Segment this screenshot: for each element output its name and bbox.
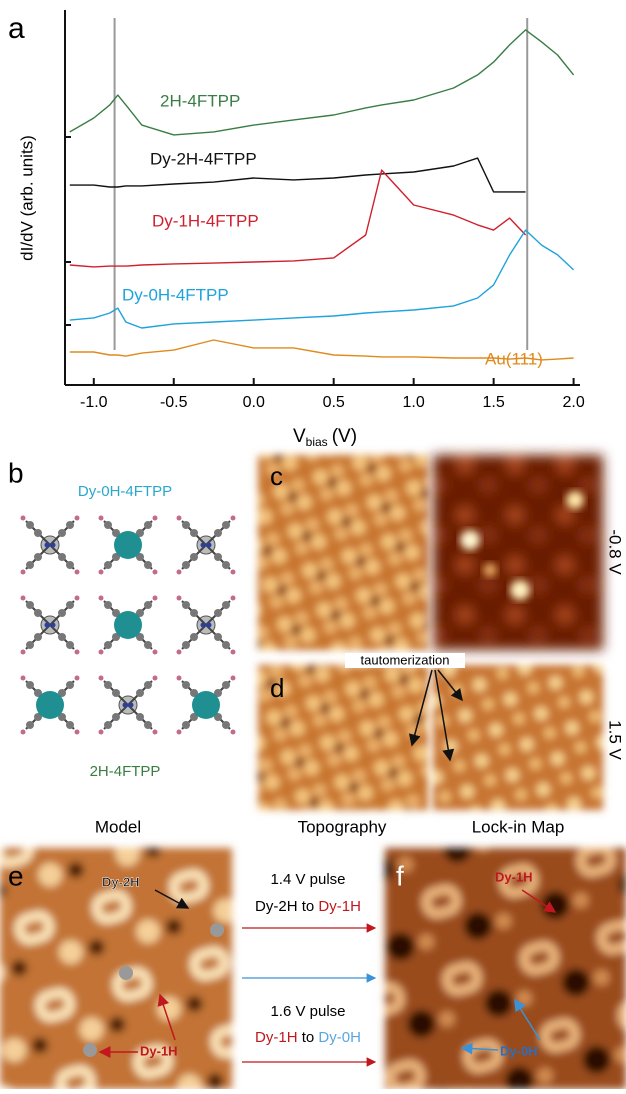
panel-letter: d [270, 673, 284, 703]
x-tick-label: 0.0 [243, 394, 265, 411]
site-label: Dy-1H [495, 869, 533, 884]
plot-area: -1.0 -0.5 0.0 0.5 1.0 1.5 2.0 2H-4FTPP Dy-2H-4FT… [65, 10, 585, 411]
series-label: Dy-2H-4FTPP [150, 149, 257, 168]
panel-letter: a [8, 12, 25, 45]
species: Dy-1H [318, 898, 361, 915]
spectrum-line [70, 230, 574, 328]
bias-label: 1.5 V [606, 720, 625, 760]
figure: a -1.0 -0.5 0.0 0.5 1.0 1.5 2.0 2H-4FTPP Dy-2H-4… [0, 0, 626, 1089]
species: Dy-1H [255, 1029, 298, 1046]
model-label: 2H-4FTPP [90, 763, 161, 780]
molecule-model [21, 516, 236, 735]
panel-letter: b [8, 457, 24, 488]
y-axis-label: dI/dV (arb. units) [17, 135, 36, 261]
spectrum-line [70, 30, 574, 135]
x-tick-label: 0.5 [323, 394, 345, 411]
panel-letter: f [396, 860, 404, 891]
caption: Lock-in Map [472, 817, 565, 836]
model-label: Dy-0H-4FTPP [78, 483, 172, 500]
pulse-title: 1.4 V pulse [270, 871, 345, 888]
caption: Topography [298, 817, 387, 836]
annotation: tautomerization [361, 652, 450, 667]
page: {"chart_data": {"type": "line", "panel":… [0, 0, 626, 1089]
x-tick-label: 1.5 [483, 394, 505, 411]
x-label-symbol: V [293, 426, 306, 447]
x-axis-label: Vbias (V) [293, 426, 357, 449]
spectrum-line [70, 170, 526, 267]
species: Dy-0H [318, 1029, 361, 1046]
series-label: 2H-4FTPP [160, 91, 240, 110]
series-label: Au(111) [485, 349, 543, 368]
series-label: Dy-1H-4FTPP [152, 211, 259, 230]
panel-letter: e [8, 860, 24, 891]
x-label-unit: (V) [332, 426, 357, 447]
word: to [302, 1029, 315, 1046]
x-tick-label: -0.5 [160, 394, 188, 411]
series-label: Dy-0H-4FTPP [122, 285, 229, 304]
word: to [302, 898, 315, 915]
stm-images [258, 455, 603, 810]
x-label-subscript: bias [306, 435, 328, 449]
pulse-text: Dy-1H to Dy-0H [255, 1029, 361, 1046]
x-tick-label: -1.0 [80, 394, 108, 411]
site-label: Dy-2H [102, 874, 140, 889]
site-label: Dy-1H [140, 1043, 178, 1058]
panel-letter: c [270, 461, 283, 491]
spectrum-line [70, 158, 526, 192]
pulse-title: 1.6 V pulse [270, 1003, 345, 1020]
caption: Model [95, 817, 141, 836]
pulse-text: Dy-2H to Dy-1H [255, 898, 361, 915]
species: Dy-2H [255, 898, 298, 915]
bias-label: -0.8 V [606, 529, 625, 575]
site-label: Dy-0H [500, 1043, 538, 1058]
x-tick-label: 2.0 [562, 394, 584, 411]
x-tick-label: 1.0 [403, 394, 425, 411]
